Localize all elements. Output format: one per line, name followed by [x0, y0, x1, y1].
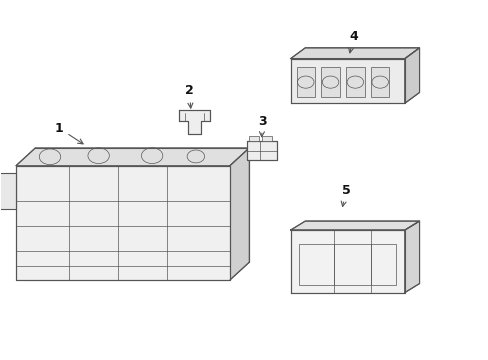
Text: 1: 1: [55, 122, 83, 144]
Text: 2: 2: [185, 84, 194, 108]
Text: 3: 3: [258, 114, 266, 137]
Polygon shape: [179, 111, 210, 134]
Polygon shape: [290, 48, 419, 59]
Polygon shape: [290, 59, 404, 103]
Polygon shape: [249, 136, 259, 141]
Polygon shape: [370, 67, 388, 97]
Text: 5: 5: [341, 184, 350, 206]
Polygon shape: [16, 166, 229, 280]
Polygon shape: [246, 141, 277, 160]
Polygon shape: [404, 48, 419, 103]
Polygon shape: [346, 67, 364, 97]
Polygon shape: [16, 148, 249, 166]
Polygon shape: [0, 173, 16, 208]
Polygon shape: [290, 230, 404, 293]
Polygon shape: [262, 136, 272, 141]
Polygon shape: [296, 67, 314, 97]
Polygon shape: [321, 67, 339, 97]
Polygon shape: [290, 221, 419, 230]
Text: 4: 4: [348, 30, 357, 53]
Polygon shape: [404, 221, 419, 293]
Polygon shape: [229, 148, 249, 280]
